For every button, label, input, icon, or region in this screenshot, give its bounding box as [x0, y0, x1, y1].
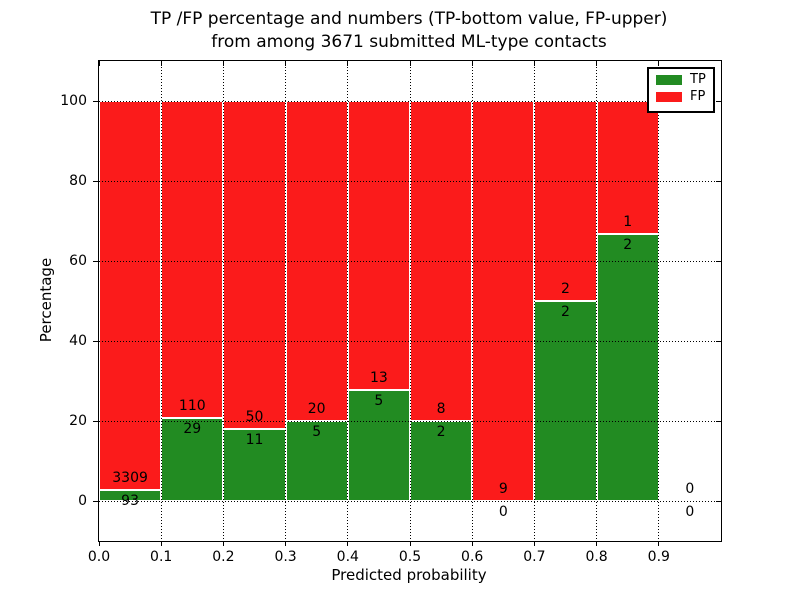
- x-tick-label: 0.1: [150, 549, 173, 565]
- bar-fp-segment: [223, 101, 286, 429]
- x-tick-mark-top: [409, 61, 411, 66]
- x-tick-label: 0.9: [647, 549, 670, 565]
- y-tick-mark-right: [716, 420, 721, 422]
- x-tick-label: 0.7: [523, 549, 546, 565]
- legend: TP FP: [647, 67, 715, 113]
- y-tick-label: 100: [60, 93, 87, 109]
- x-tick-label: 0.4: [336, 549, 359, 565]
- x-tick-mark-bottom: [222, 541, 224, 546]
- grid-line-horizontal: [99, 420, 721, 422]
- x-tick-mark-top: [98, 61, 100, 66]
- grid-line-vertical: [596, 61, 598, 541]
- y-tick-mark-right: [716, 500, 721, 502]
- grid-line-vertical: [285, 61, 287, 541]
- y-tick-label: 0: [78, 493, 87, 509]
- grid-line-horizontal: [99, 180, 721, 182]
- y-tick-mark-right: [716, 100, 721, 102]
- bar-tp-segment: [223, 428, 286, 501]
- x-tick-mark-bottom: [98, 541, 100, 546]
- grid-line-vertical: [222, 61, 224, 541]
- grid-line-vertical: [658, 61, 660, 541]
- x-tick-label: 0.3: [274, 549, 297, 565]
- bar-count-label-tp: 0: [685, 504, 695, 520]
- grid-line-horizontal: [99, 500, 721, 502]
- y-tick-mark-right: [716, 180, 721, 182]
- grid-line-horizontal: [99, 100, 721, 102]
- chart-title-line1: TP /FP percentage and numbers (TP-bottom…: [150, 9, 668, 29]
- y-tick-mark-left: [93, 420, 98, 422]
- y-tick-label: 60: [69, 253, 87, 269]
- bar-fp-segment: [347, 101, 410, 390]
- x-tick-mark-top: [596, 61, 598, 66]
- bar-tp-segment: [347, 389, 410, 501]
- x-tick-mark-top: [160, 61, 162, 66]
- y-tick-label: 80: [69, 173, 87, 189]
- bar-fp-segment: [596, 101, 659, 235]
- legend-swatch-fp-icon: [656, 92, 682, 102]
- grid-line-horizontal: [99, 340, 721, 342]
- y-tick-mark-left: [93, 260, 98, 262]
- legend-swatch-tp-icon: [656, 75, 682, 85]
- x-tick-mark-bottom: [471, 541, 473, 546]
- x-tick-mark-top: [471, 61, 473, 66]
- bar-tp-segment: [285, 421, 348, 501]
- y-tick-mark-right: [716, 340, 721, 342]
- grid-line-vertical: [533, 61, 535, 541]
- bar-fp-segment: [472, 101, 535, 501]
- x-tick-mark-top: [658, 61, 660, 66]
- grid-line-horizontal: [99, 260, 721, 262]
- plot-area: 3309 93 110 29 50 11 20 5 13 5 8 2 9 0 2 2 1 2 0 0 0.0 0.1 0.2…: [60, 60, 722, 565]
- bar-tp-segment: [534, 301, 597, 501]
- y-tick-label: 40: [69, 333, 87, 349]
- legend-label-tp: TP: [690, 72, 706, 87]
- chart-title: TP /FP percentage and numbers (TP-bottom…: [98, 8, 720, 54]
- x-tick-mark-bottom: [533, 541, 535, 546]
- legend-entry-tp: TP: [656, 72, 713, 87]
- x-tick-label: 0.8: [585, 549, 608, 565]
- grid-line-vertical: [471, 61, 473, 541]
- x-tick-label: 0.2: [212, 549, 235, 565]
- bar-tp-segment: [161, 417, 224, 501]
- grid-line-vertical: [347, 61, 349, 541]
- y-tick-label: 20: [69, 413, 87, 429]
- bar-fp-segment: [99, 101, 162, 491]
- x-tick-label: 0.0: [87, 549, 111, 565]
- x-tick-mark-bottom: [160, 541, 162, 546]
- y-tick-mark-left: [93, 100, 98, 102]
- bar-count-label-tp: 0: [498, 504, 508, 520]
- x-tick-mark-top: [347, 61, 349, 66]
- bar-count-label-fp: 0: [685, 481, 695, 497]
- x-tick-mark-bottom: [596, 541, 598, 546]
- y-tick-mark-left: [93, 340, 98, 342]
- x-tick-mark-top: [533, 61, 535, 66]
- grid-line-vertical: [160, 61, 162, 541]
- x-tick-label: 0.6: [461, 549, 484, 565]
- x-tick-mark-top: [285, 61, 287, 66]
- x-tick-mark-top: [222, 61, 224, 66]
- x-tick-mark-bottom: [409, 541, 411, 546]
- legend-label-fp: FP: [690, 89, 706, 104]
- y-axis-label: Percentage: [37, 257, 55, 343]
- x-tick-mark-bottom: [285, 541, 287, 546]
- x-tick-mark-bottom: [658, 541, 660, 546]
- x-axis-label: Predicted probability: [331, 566, 487, 584]
- bar-fp-segment: [161, 101, 224, 418]
- bar-tp-segment: [99, 490, 162, 501]
- bar-fp-segment: [534, 101, 597, 301]
- grid-line-vertical: [409, 61, 411, 541]
- y-tick-mark-left: [93, 500, 98, 502]
- y-tick-mark-left: [93, 180, 98, 182]
- legend-entry-fp: FP: [656, 89, 713, 104]
- bar-tp-segment: [596, 234, 659, 501]
- bar-tp-segment: [410, 421, 473, 501]
- y-tick-mark-right: [716, 260, 721, 262]
- x-tick-label: 0.5: [398, 549, 422, 565]
- x-tick-mark-bottom: [347, 541, 349, 546]
- chart-title-line2: from among 3671 submitted ML-type contac…: [211, 32, 607, 52]
